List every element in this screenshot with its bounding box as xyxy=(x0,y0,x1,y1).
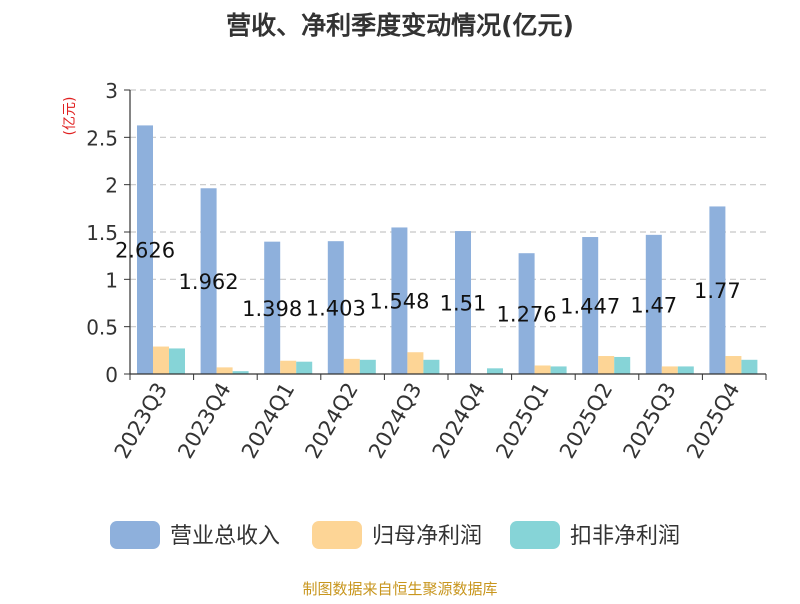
bar-s2-2024Q3 xyxy=(423,359,440,374)
x-tick-label: 2024Q3 xyxy=(364,379,426,463)
x-tick-label: 2025Q3 xyxy=(618,379,680,463)
bar-s2-2024Q1 xyxy=(296,361,313,374)
source-note: 制图数据来自恒生聚源数据库 xyxy=(302,580,497,598)
bar-value-label: 1.548 xyxy=(369,290,429,314)
bar-s1-2024Q1 xyxy=(280,360,297,374)
bar-value-label: 2.626 xyxy=(115,239,175,263)
legend-item-2[interactable]: 扣非净利润 xyxy=(510,521,680,549)
bar-s0-2025Q3 xyxy=(645,234,662,374)
y-tick-label: 0.5 xyxy=(86,316,118,340)
bar-value-label: 1.398 xyxy=(242,297,302,321)
legend-swatch xyxy=(510,521,560,549)
x-tick-label: 2024Q1 xyxy=(237,379,299,463)
bar-value-label: 1.77 xyxy=(694,279,741,303)
bar-s0-2023Q4 xyxy=(200,188,217,374)
bar-s0-2025Q2 xyxy=(582,237,599,374)
bar-s1-2024Q3 xyxy=(407,352,424,374)
x-axis: 2023Q3 2023Q4 2024Q1 2024Q2 2024Q3 2024Q4 2025… xyxy=(110,373,767,463)
y-tick-label: 2.5 xyxy=(86,126,118,150)
bar-s2-2024Q4 xyxy=(487,368,503,374)
legend-swatch xyxy=(110,521,160,549)
x-tick-label: 2025Q1 xyxy=(491,379,553,463)
bar-value-label: 1.447 xyxy=(560,295,620,319)
bar-s1-2023Q3 xyxy=(153,346,169,374)
y-tick-label: 3 xyxy=(105,79,118,103)
legend[interactable]: 营业总收入 归母净利润 扣非净利润 xyxy=(110,521,680,549)
bar-s1-2025Q2 xyxy=(598,356,615,374)
bar-s0-2024Q2 xyxy=(327,241,344,374)
bar-s2-2025Q3 xyxy=(677,366,694,374)
x-tick-label: 2024Q4 xyxy=(428,379,490,463)
bar-s0-2025Q4 xyxy=(709,206,726,374)
bar-s1-2025Q1 xyxy=(534,365,551,374)
bar-value-label: 1.962 xyxy=(179,270,239,294)
legend-item-1[interactable]: 归母净利润 xyxy=(312,521,482,549)
bar-s0-2023Q3 xyxy=(137,125,153,374)
bar-value-label: 1.51 xyxy=(440,292,487,316)
x-tick-label: 2025Q4 xyxy=(682,379,744,463)
bar-s0-2024Q4 xyxy=(455,231,471,374)
y-axis-label: (亿元) xyxy=(62,97,78,136)
bar-s0-2024Q3 xyxy=(391,227,408,374)
bar-s0-2024Q1 xyxy=(264,241,281,374)
bar-s1-2025Q3 xyxy=(661,366,678,374)
legend-label: 营业总收入 xyxy=(170,524,280,549)
bar-value-label: 1.276 xyxy=(497,303,557,327)
y-tick-label: 1.5 xyxy=(86,221,118,245)
y-tick-label: 0 xyxy=(105,363,118,387)
x-tick-label: 2023Q4 xyxy=(173,379,235,463)
chart-title: 营收、净利季度变动情况(亿元) xyxy=(226,11,574,40)
bar-s1-2025Q4 xyxy=(725,356,742,374)
bar-s1-2024Q2 xyxy=(343,358,360,374)
bar-s2-2024Q2 xyxy=(359,359,376,374)
bar-value-label: 1.403 xyxy=(306,297,366,321)
legend-label: 扣非净利润 xyxy=(570,524,680,549)
legend-item-0[interactable]: 营业总收入 xyxy=(110,521,280,549)
bar-s2-2025Q4 xyxy=(741,359,758,374)
x-tick-label: 2023Q3 xyxy=(110,379,172,463)
y-tick-label: 2 xyxy=(105,174,118,198)
legend-swatch xyxy=(312,521,362,549)
x-tick-label: 2024Q2 xyxy=(300,379,362,463)
bar-s1-2023Q4 xyxy=(216,367,233,374)
legend-label: 归母净利润 xyxy=(372,524,482,549)
bars xyxy=(137,125,758,374)
y-axis: 0 0.5 1 1.5 2 2.5 3 xyxy=(86,79,131,387)
bar-s2-2023Q3 xyxy=(169,348,185,374)
bar-s0-2025Q1 xyxy=(518,253,535,374)
x-tick-label: 2025Q2 xyxy=(555,379,617,463)
y-tick-label: 1 xyxy=(105,268,118,292)
bar-s2-2025Q2 xyxy=(614,356,631,374)
bar-value-label: 1.47 xyxy=(630,293,677,317)
bar-s2-2023Q4 xyxy=(232,371,249,374)
bar-s2-2025Q1 xyxy=(550,366,567,374)
